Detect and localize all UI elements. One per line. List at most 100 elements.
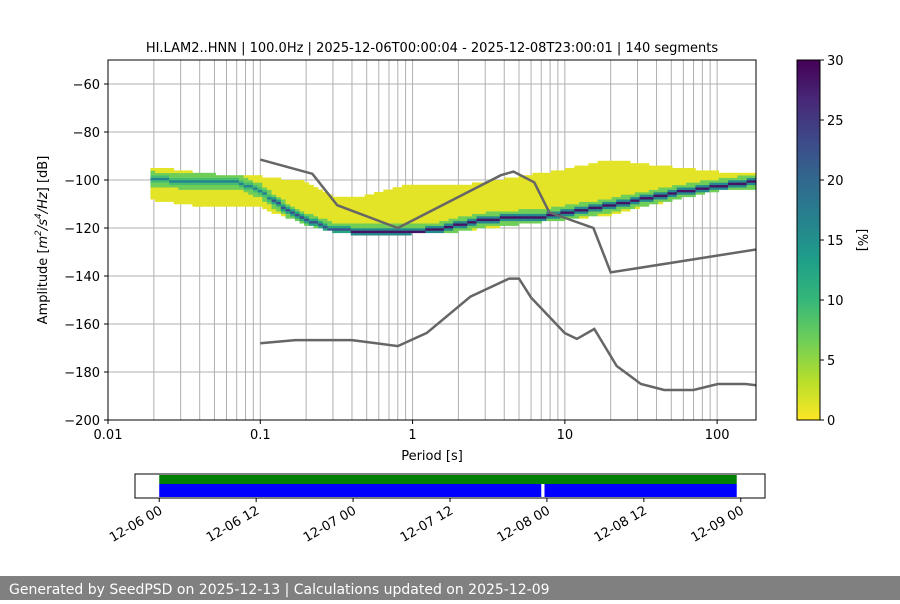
density-cell bbox=[397, 204, 403, 207]
time-tick-label: 12-07 12 bbox=[398, 503, 456, 545]
density-cell bbox=[667, 189, 673, 193]
density-cell bbox=[280, 196, 286, 200]
density-cell bbox=[453, 220, 459, 224]
density-cell bbox=[453, 192, 459, 195]
density-cell bbox=[211, 201, 216, 205]
density-cell bbox=[597, 184, 603, 188]
density-cell bbox=[439, 230, 445, 234]
density-cell bbox=[648, 201, 654, 205]
density-cell bbox=[751, 182, 756, 186]
density-cell bbox=[565, 182, 570, 186]
density-cell bbox=[518, 182, 524, 186]
density-cell bbox=[704, 180, 710, 183]
density-cell bbox=[481, 187, 487, 190]
density-cell bbox=[537, 201, 543, 205]
density-cell bbox=[718, 177, 724, 181]
density-cell bbox=[397, 196, 403, 200]
density-cell bbox=[238, 184, 244, 188]
density-cell bbox=[565, 168, 570, 171]
density-cell bbox=[681, 180, 687, 183]
density-cell bbox=[243, 204, 249, 207]
density-cell bbox=[220, 199, 226, 202]
density-cell bbox=[471, 211, 477, 214]
density-cell bbox=[518, 216, 524, 219]
density-cell bbox=[448, 184, 454, 188]
density-cell bbox=[206, 192, 212, 195]
density-cell bbox=[611, 177, 617, 181]
density-cell bbox=[555, 206, 561, 210]
density-cell bbox=[695, 192, 701, 195]
density-cell bbox=[676, 187, 682, 190]
density-cell bbox=[397, 192, 403, 195]
density-cell bbox=[597, 160, 603, 164]
density-cell bbox=[574, 187, 580, 190]
density-cell bbox=[364, 199, 370, 202]
density-cell bbox=[243, 196, 249, 200]
density-cell bbox=[290, 196, 296, 200]
density-cell bbox=[481, 206, 487, 210]
density-cell bbox=[555, 180, 561, 183]
density-cell bbox=[644, 199, 650, 202]
density-cell bbox=[290, 204, 296, 207]
density-cell bbox=[625, 180, 631, 183]
density-cell bbox=[527, 192, 533, 195]
density-cell bbox=[672, 194, 678, 198]
density-cell bbox=[257, 201, 263, 205]
density-cell bbox=[504, 192, 510, 195]
density-cell bbox=[723, 177, 729, 181]
density-cell bbox=[541, 216, 547, 219]
density-cell bbox=[369, 230, 375, 234]
x-tick-label: 10 bbox=[557, 428, 574, 443]
density-cell bbox=[234, 199, 240, 202]
colorbar-label: [%] bbox=[854, 229, 869, 252]
density-cell bbox=[742, 172, 747, 176]
density-cell bbox=[360, 211, 366, 214]
density-cell bbox=[667, 182, 673, 186]
time-tick-label: 12-08 12 bbox=[592, 503, 650, 545]
density-cell bbox=[322, 201, 328, 205]
density-cell bbox=[350, 228, 356, 231]
density-cell bbox=[192, 184, 198, 188]
density-cell bbox=[700, 175, 706, 178]
density-cell bbox=[173, 189, 179, 193]
density-cell bbox=[360, 199, 366, 202]
density-cell bbox=[183, 177, 189, 181]
density-cell bbox=[341, 208, 347, 212]
density-cell bbox=[215, 201, 221, 205]
density-cell bbox=[630, 199, 636, 202]
density-cell bbox=[434, 230, 440, 234]
density-cell bbox=[541, 204, 547, 207]
density-cell bbox=[271, 211, 277, 214]
density-cell bbox=[639, 182, 645, 186]
density-cell bbox=[569, 175, 575, 178]
density-cell bbox=[551, 201, 557, 205]
density-cell bbox=[513, 201, 519, 205]
density-cell bbox=[257, 177, 263, 181]
density-cell bbox=[406, 211, 412, 214]
density-cell bbox=[588, 211, 594, 214]
density-cell bbox=[597, 213, 603, 217]
density-cell bbox=[406, 223, 412, 226]
density-cell bbox=[504, 182, 510, 186]
density-cell bbox=[471, 201, 477, 205]
density-cell bbox=[578, 196, 584, 200]
density-cell bbox=[173, 180, 179, 183]
psd-density-heatmap bbox=[150, 160, 756, 236]
density-cell bbox=[285, 184, 291, 188]
density-cell bbox=[401, 220, 407, 224]
density-cell bbox=[518, 180, 524, 183]
density-cell bbox=[364, 194, 370, 198]
density-cell bbox=[243, 177, 249, 181]
density-cell bbox=[662, 172, 668, 176]
density-cell bbox=[495, 211, 501, 214]
density-cell bbox=[206, 204, 212, 207]
density-cell bbox=[378, 204, 384, 207]
density-cell bbox=[406, 189, 412, 193]
density-cell bbox=[299, 216, 305, 219]
density-cell bbox=[336, 196, 342, 200]
density-cell bbox=[425, 220, 431, 224]
density-cell bbox=[341, 201, 347, 205]
density-cell bbox=[150, 177, 156, 181]
density-cell bbox=[723, 172, 729, 176]
density-cell bbox=[252, 177, 258, 181]
